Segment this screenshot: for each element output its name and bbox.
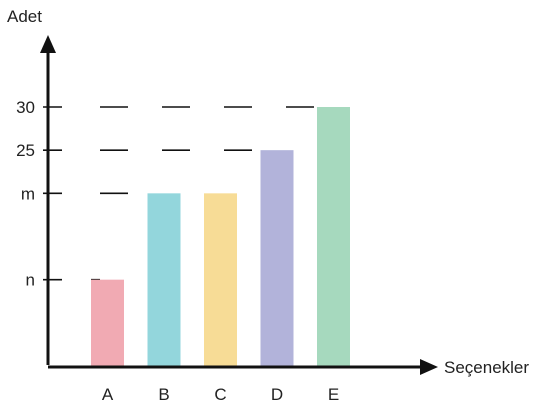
x-axis-arrow-icon [420,359,438,375]
bar-d [260,150,294,366]
y-tick-label-1: m [21,184,35,203]
y-ticks: n m 25 30 [16,98,62,290]
y-axis-title: Adet [7,7,42,26]
bar-c [204,193,237,366]
x-tick-label-a: A [102,385,114,404]
y-tick-label-2: 25 [16,141,35,160]
y-tick-label-0: n [26,271,35,290]
x-tick-label-d: D [271,385,283,404]
axes: Adet Seçenekler [7,7,529,377]
x-tick-label-b: B [158,385,169,404]
x-tick-label-c: C [214,385,226,404]
x-category-labels: A B C D E [102,385,339,404]
bar-a [91,279,124,366]
x-axis-title: Seçenekler [444,358,529,377]
y-axis-arrow-icon [40,35,56,53]
bars [91,107,350,366]
y-tick-label-3: 30 [16,98,35,117]
bar-e [317,107,350,366]
x-tick-label-e: E [328,385,339,404]
bar-b [147,193,181,366]
